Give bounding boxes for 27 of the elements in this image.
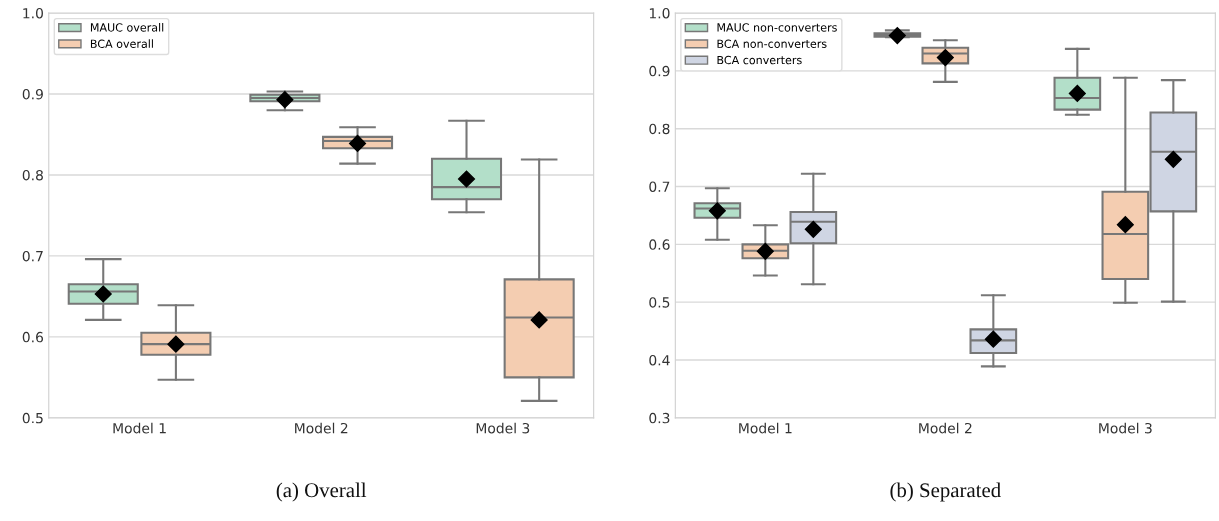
- y-tick-label: 0.6: [22, 331, 44, 343]
- y-tick-label: 1.0: [23, 7, 43, 19]
- y-tick-label: 1.0: [649, 7, 670, 19]
- y-tick-label: 0.4: [649, 354, 670, 366]
- y-tick-label: 0.7: [22, 250, 43, 262]
- y-tick-label: 0.8: [22, 169, 43, 181]
- text: (b) Separated: [890, 482, 1001, 502]
- y-tick-label: 0.3: [649, 412, 670, 424]
- x-tick-label: Model 1: [739, 422, 792, 434]
- y-tick-label: 0.7: [649, 181, 670, 192]
- y-tick-label: 0.9: [649, 65, 670, 77]
- text: (a) Overall: [276, 482, 367, 502]
- x-tick-label: Model 2: [295, 422, 348, 434]
- y-tick-label: 0.8: [649, 123, 670, 135]
- x-tick-label: Model 3: [476, 422, 530, 434]
- x-tick-label: Model 1: [113, 422, 166, 434]
- x-tick-label: Model 2: [919, 422, 972, 434]
- legend-label: MAUC overall: [90, 23, 164, 32]
- legend-label: BCA non-converters: [717, 39, 827, 48]
- x-tick-label: Model 3: [1099, 422, 1152, 434]
- y-tick-label: 0.5: [649, 297, 670, 308]
- y-tick-label: 0.6: [649, 239, 670, 250]
- legend-label: BCA converters: [717, 55, 802, 65]
- y-tick-label: 0.5: [22, 412, 43, 424]
- legend-label: MAUC non-converters: [717, 23, 837, 32]
- legend-label: BCA overall: [90, 39, 153, 48]
- y-tick-label: 0.9: [22, 88, 43, 100]
